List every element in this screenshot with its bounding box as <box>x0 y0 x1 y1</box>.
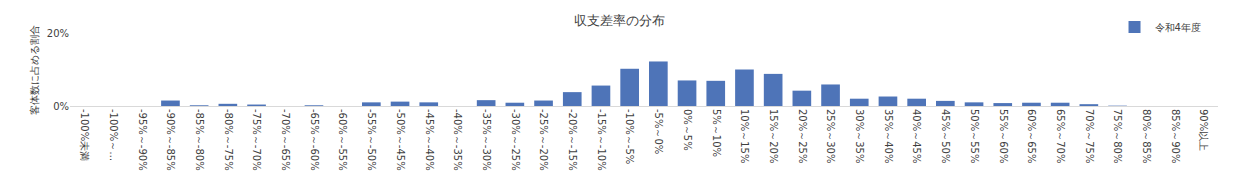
svg-text:-100%～…: -100%～… <box>108 109 119 161</box>
svg-text:35%～40%: 35%～40% <box>883 109 894 163</box>
svg-text:-100%未満: -100%未満 <box>79 109 90 161</box>
svg-text:30%～35%: 30%～35% <box>854 109 865 163</box>
svg-text:90%以上: 90%以上 <box>1198 109 1209 151</box>
svg-text:70%～75%: 70%～75% <box>1084 109 1095 163</box>
svg-text:-50%～-45%: -50%～-45% <box>395 109 406 171</box>
svg-text:-35%～-30%: -35%～-30% <box>481 109 492 171</box>
svg-text:10%～15%: 10%～15% <box>739 109 750 163</box>
svg-text:75%～80%: 75%～80% <box>1112 109 1123 163</box>
svg-text:80%～85%: 80%～85% <box>1141 109 1152 163</box>
svg-text:5%～10%: 5%～10% <box>711 109 722 157</box>
svg-text:-10%～-5%: -10%～-5% <box>624 109 635 164</box>
svg-text:25%～30%: 25%～30% <box>825 109 836 163</box>
svg-text:-65%～-60%: -65%～-60% <box>309 109 320 171</box>
svg-text:令和4年度: 令和4年度 <box>1155 22 1201 33</box>
svg-text:-75%～-70%: -75%～-70% <box>251 109 262 171</box>
svg-text:-55%～-50%: -55%～-50% <box>366 109 377 171</box>
svg-text:60%～65%: 60%～65% <box>1026 109 1037 163</box>
svg-text:20%: 20% <box>47 28 69 39</box>
svg-text:-45%～-40%: -45%～-40% <box>424 109 435 171</box>
svg-text:-85%～-80%: -85%～-80% <box>194 109 205 171</box>
svg-text:-15%～-10%: -15%～-10% <box>596 109 607 171</box>
svg-text:収支差率の分布: 収支差率の分布 <box>574 13 665 28</box>
svg-text:-80%～-75%: -80%～-75% <box>223 109 234 171</box>
svg-text:65%～70%: 65%～70% <box>1055 109 1066 163</box>
svg-text:-60%～-55%: -60%～-55% <box>337 109 348 171</box>
svg-text:客体数に占める割合: 客体数に占める割合 <box>29 25 40 115</box>
svg-text:45%～50%: 45%～50% <box>940 109 951 163</box>
svg-text:-5%～0%: -5%～0% <box>653 109 664 154</box>
svg-text:0%～5%: 0%～5% <box>682 109 693 151</box>
svg-text:-95%～-90%: -95%～-90% <box>137 109 148 171</box>
svg-text:-40%～-35%: -40%～-35% <box>452 109 463 171</box>
svg-text:40%～45%: 40%～45% <box>911 109 922 163</box>
svg-text:-90%～-85%: -90%～-85% <box>165 109 176 171</box>
svg-text:15%～20%: 15%～20% <box>768 109 779 163</box>
svg-text:-30%～-25%: -30%～-25% <box>510 109 521 171</box>
svg-text:0%: 0% <box>53 101 69 112</box>
svg-text:-20%～-15%: -20%～-15% <box>567 109 578 171</box>
svg-text:20%～25%: 20%～25% <box>797 109 808 163</box>
svg-text:85%～90%: 85%～90% <box>1170 109 1181 163</box>
svg-text:-25%～-20%: -25%～-20% <box>538 109 549 171</box>
svg-text:-70%～-65%: -70%～-65% <box>280 109 291 171</box>
svg-text:50%～55%: 50%～55% <box>969 109 980 163</box>
svg-text:55%～60%: 55%～60% <box>998 109 1009 163</box>
